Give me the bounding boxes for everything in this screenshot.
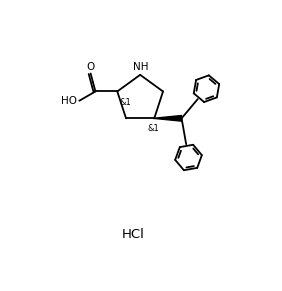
Text: &1: &1	[147, 125, 159, 134]
Polygon shape	[153, 116, 182, 121]
Text: O: O	[87, 62, 95, 72]
Text: HO: HO	[61, 96, 77, 106]
Text: HCl: HCl	[122, 228, 145, 241]
Text: NH: NH	[133, 62, 149, 72]
Text: &1: &1	[120, 98, 132, 107]
